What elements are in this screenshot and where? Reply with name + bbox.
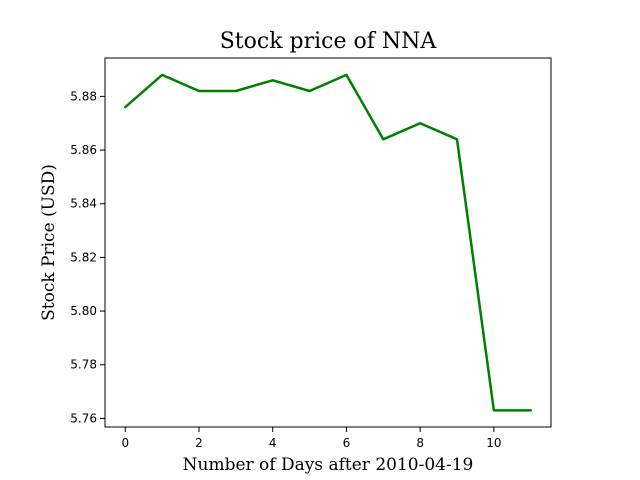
x-tick-label: 4 — [269, 436, 277, 450]
y-axis-ticks: 5.76 5.78 5.80 5.82 5.84 5.86 5.88 — [70, 89, 105, 425]
x-axis-ticks: 0 2 4 6 8 10 — [121, 427, 502, 450]
plot-area-frame — [104, 57, 552, 428]
y-tick-label: 5.84 — [70, 197, 97, 211]
x-axis-label: Number of Days after 2010-04-19 — [183, 455, 474, 475]
y-tick-label: 5.82 — [70, 250, 97, 264]
x-tick-label: 2 — [195, 436, 203, 450]
y-tick-label: 5.88 — [70, 89, 97, 103]
x-tick-label: 8 — [416, 436, 424, 450]
y-axis-label: Stock Price (USD) — [39, 164, 59, 321]
chart-title: Stock price of NNA — [220, 29, 438, 54]
y-tick-label: 5.76 — [70, 411, 97, 425]
series-layer — [124, 73, 532, 412]
stock-price-series-line — [124, 73, 532, 412]
x-tick-label: 6 — [343, 436, 351, 450]
y-tick-label: 5.86 — [70, 143, 97, 157]
x-tick-label: 10 — [486, 436, 501, 450]
y-tick-label: 5.78 — [70, 358, 97, 372]
x-tick-label: 0 — [121, 436, 129, 450]
y-tick-label: 5.80 — [70, 304, 97, 318]
